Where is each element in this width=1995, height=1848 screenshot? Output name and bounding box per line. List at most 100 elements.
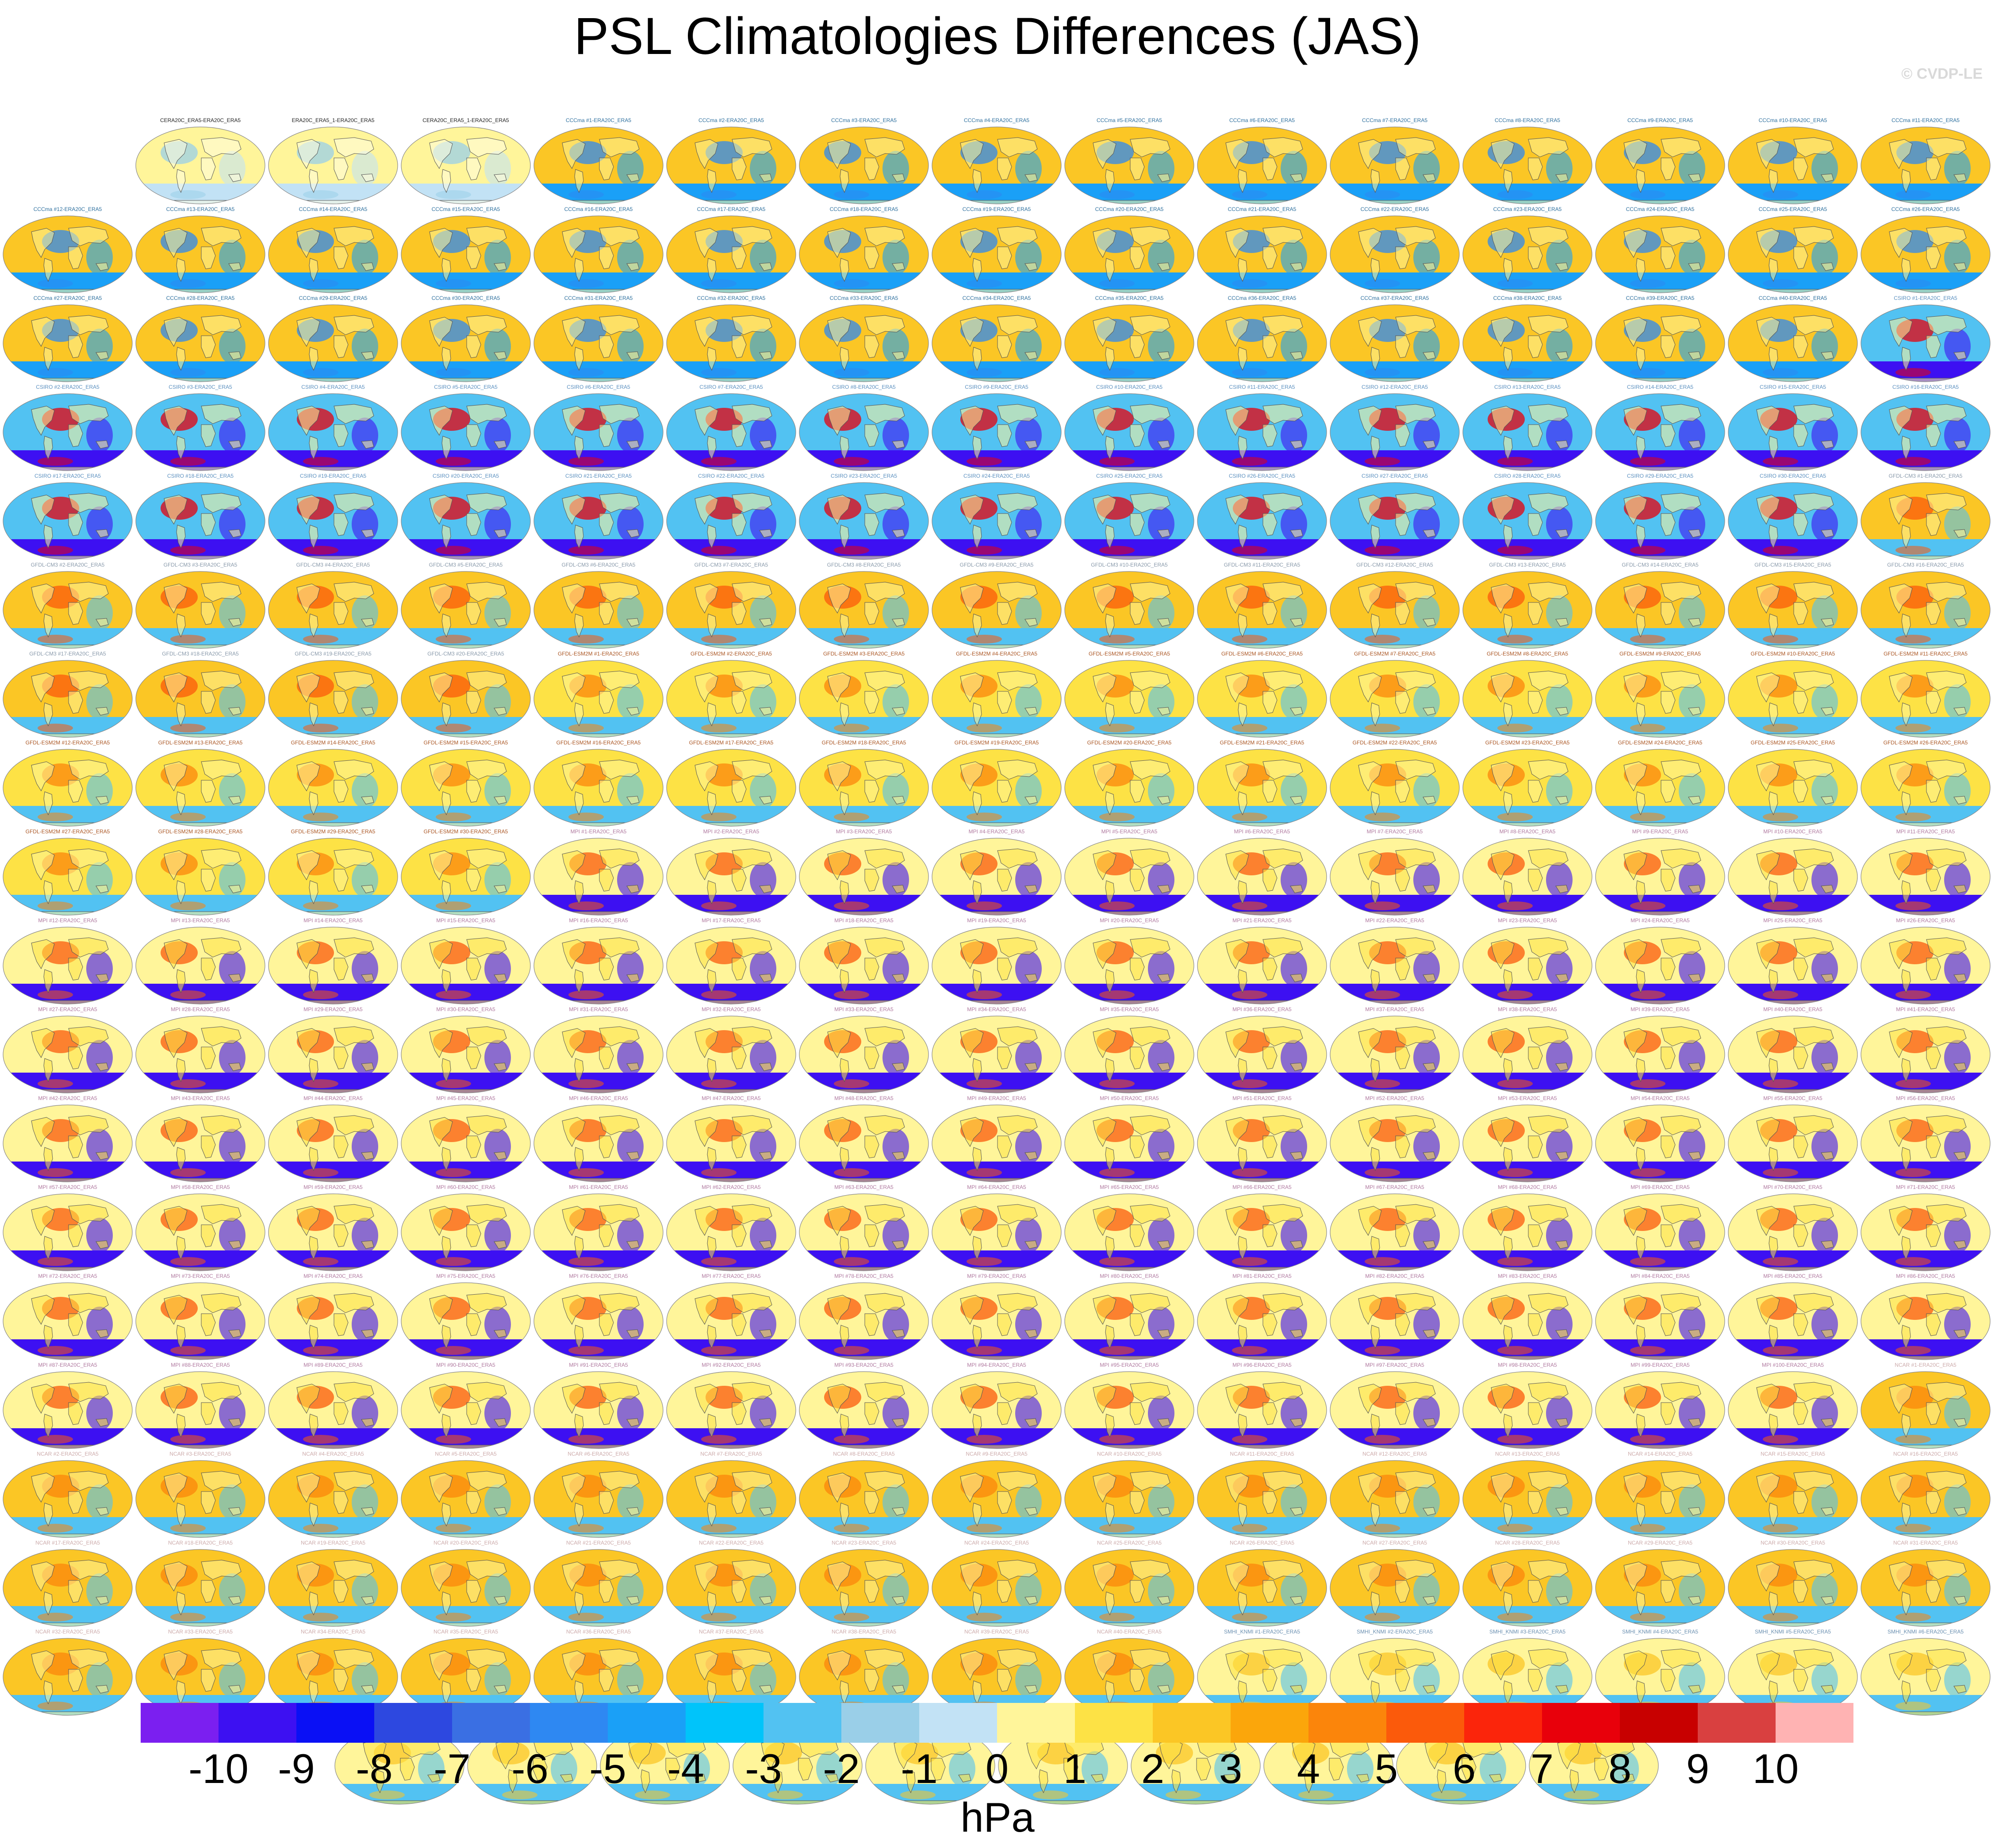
- map-panel: CCCma #33-ERA20C_ERA5: [798, 295, 929, 383]
- panel-label: MPI #25-ERA20C_ERA5: [1763, 917, 1822, 924]
- panel-label: GFDL-CM3 #17-ERA20C_ERA5: [29, 651, 106, 657]
- map-panel: GFDL-CM3 #10-ERA20C_ERA5: [1064, 562, 1195, 650]
- panel-label: MPI #33-ERA20C_ERA5: [834, 1006, 894, 1012]
- world-map-icon: [533, 660, 664, 738]
- world-map-icon: [1728, 1638, 1858, 1716]
- world-map-icon: [1462, 482, 1592, 560]
- map-panel: NCAR #24-ERA20C_ERA5: [931, 1540, 1062, 1628]
- panel-label: MPI #94-ERA20C_ERA5: [967, 1362, 1026, 1368]
- panel-label: NCAR #17-ERA20C_ERA5: [35, 1540, 100, 1546]
- map-panel: NCAR #5-ERA20C_ERA5: [400, 1451, 531, 1539]
- map-panel: NCAR #19-ERA20C_ERA5: [268, 1540, 399, 1628]
- panel-label: MPI #51-ERA20C_ERA5: [1232, 1095, 1292, 1101]
- world-map-icon: [1861, 1016, 1991, 1093]
- panel-label: CCCma #11-ERA20C_ERA5: [1891, 117, 1960, 123]
- map-panel: CSIRO #8-ERA20C_ERA5: [798, 384, 929, 472]
- map-panel: MPI #5-ERA20C_ERA5: [1064, 828, 1195, 917]
- map-panel: CCCma #40-ERA20C_ERA5: [1727, 295, 1858, 383]
- panel-label: GFDL-ESM2M #7-ERA20C_ERA5: [1354, 651, 1436, 657]
- map-panel: CSIRO #16-ERA20C_ERA5: [1860, 384, 1991, 472]
- colorbar-swatch: [296, 1703, 374, 1743]
- colorbar-tick-label: -9: [278, 1745, 315, 1792]
- panel-label: CCCma #15-ERA20C_ERA5: [431, 206, 500, 212]
- world-map-icon: [3, 838, 133, 916]
- world-map-icon: [1330, 304, 1460, 382]
- world-map-icon: [3, 1193, 133, 1271]
- map-panel: GFDL-ESM2M #30-ERA20C_ERA5: [400, 828, 531, 917]
- map-panel: GFDL-ESM2M #9-ERA20C_ERA5: [1595, 651, 1726, 739]
- map-panel: CCCma #27-ERA20C_ERA5: [2, 295, 133, 383]
- map-panel: GFDL-CM3 #18-ERA20C_ERA5: [135, 651, 266, 739]
- panel-label: NCAR #31-ERA20C_ERA5: [1893, 1540, 1958, 1546]
- colorbar-swatch: [1542, 1703, 1620, 1743]
- panel-label: CCCma #36-ERA20C_ERA5: [1228, 295, 1297, 301]
- map-panel: CCCma #2-ERA20C_ERA5: [666, 117, 797, 206]
- colorbar-swatch: [374, 1703, 452, 1743]
- panel-label: SMHI_KNMI #1-ERA20C_ERA5: [1224, 1629, 1301, 1635]
- map-panel: GFDL-CM3 #19-ERA20C_ERA5: [268, 651, 399, 739]
- map-panel: CERA20C_ERA5_1-ERA20C_ERA5: [400, 117, 531, 206]
- world-map-icon: [1330, 927, 1460, 1005]
- panel-label: NCAR #11-ERA20C_ERA5: [1230, 1451, 1294, 1457]
- world-map-icon: [533, 571, 664, 649]
- world-map-icon: [533, 1371, 664, 1449]
- world-map-icon: [268, 1193, 398, 1271]
- panel-label: CCCma #38-ERA20C_ERA5: [1493, 295, 1562, 301]
- world-map-icon: [1728, 1193, 1858, 1271]
- map-panel: MPI #60-ERA20C_ERA5: [400, 1184, 531, 1273]
- panel-label: GFDL-CM3 #12-ERA20C_ERA5: [1356, 562, 1433, 568]
- map-panel: GFDL-ESM2M #10-ERA20C_ERA5: [1727, 651, 1858, 739]
- world-map-icon: [1330, 1282, 1460, 1360]
- panel-label: NCAR #21-ERA20C_ERA5: [566, 1540, 631, 1546]
- world-map-icon: [1595, 838, 1725, 916]
- colorbar-tick-label: -3: [745, 1745, 782, 1792]
- panel-label: NCAR #1-ERA20C_ERA5: [1895, 1362, 1957, 1368]
- panel-label: MPI #86-ERA20C_ERA5: [1896, 1273, 1955, 1279]
- colorbar-tick-label: 5: [1374, 1745, 1398, 1792]
- world-map-icon: [533, 127, 664, 204]
- map-panel: ERA20C_ERA5_1-ERA20C_ERA5: [268, 117, 399, 206]
- world-map-icon: [135, 660, 265, 738]
- map-panel: MPI #90-ERA20C_ERA5: [400, 1362, 531, 1450]
- world-map-icon: [1462, 1104, 1592, 1182]
- colorbar-swatch: [686, 1703, 763, 1743]
- panel-label: MPI #99-ERA20C_ERA5: [1631, 1362, 1690, 1368]
- map-panel: CCCma #18-ERA20C_ERA5: [798, 206, 929, 295]
- world-map-icon: [401, 838, 531, 916]
- map-panel: SMHI_KNMI #6-ERA20C_ERA5: [1860, 1629, 1991, 1717]
- panel-label: GFDL-ESM2M #13-ERA20C_ERA5: [158, 740, 243, 746]
- world-map-icon: [401, 1016, 531, 1093]
- credit-text: © CVDP-LE: [1901, 65, 1983, 82]
- colorbar-swatch: [141, 1703, 219, 1743]
- panel-label: MPI #50-ERA20C_ERA5: [1100, 1095, 1159, 1101]
- map-panel: MPI #75-ERA20C_ERA5: [400, 1273, 531, 1361]
- world-map-icon: [135, 304, 265, 382]
- world-map-icon: [135, 1371, 265, 1449]
- map-panel: CSIRO #22-ERA20C_ERA5: [666, 473, 797, 561]
- panel-label: MPI #35-ERA20C_ERA5: [1100, 1006, 1159, 1012]
- world-map-icon: [1330, 482, 1460, 560]
- panel-label: ERA20C_ERA5_1-ERA20C_ERA5: [292, 117, 375, 123]
- map-panel: MPI #25-ERA20C_ERA5: [1727, 917, 1858, 1006]
- map-panel: MPI #83-ERA20C_ERA5: [1462, 1273, 1593, 1361]
- world-map-icon: [666, 1549, 796, 1627]
- world-map-icon: [1861, 1371, 1991, 1449]
- panel-label: GFDL-CM3 #10-ERA20C_ERA5: [1091, 562, 1168, 568]
- world-map-icon: [533, 1016, 664, 1093]
- panel-label: CCCma #34-ERA20C_ERA5: [962, 295, 1031, 301]
- world-map-icon: [533, 749, 664, 827]
- colorbar-swatch: [1620, 1703, 1698, 1743]
- panel-label: GFDL-ESM2M #23-ERA20C_ERA5: [1485, 740, 1570, 746]
- world-map-icon: [1197, 927, 1327, 1005]
- colorbar-tick-label: -7: [434, 1745, 471, 1792]
- map-panel: MPI #14-ERA20C_ERA5: [268, 917, 399, 1006]
- world-map-icon: [268, 749, 398, 827]
- map-panel: CCCma #17-ERA20C_ERA5: [666, 206, 797, 295]
- world-map-icon: [3, 1460, 133, 1538]
- world-map-icon: [1595, 749, 1725, 827]
- world-map-icon: [3, 215, 133, 293]
- world-map-icon: [1197, 127, 1327, 204]
- panel-label: NCAR #27-ERA20C_ERA5: [1362, 1540, 1427, 1546]
- map-panel: MPI #33-ERA20C_ERA5: [798, 1006, 929, 1095]
- world-map-icon: [1595, 304, 1725, 382]
